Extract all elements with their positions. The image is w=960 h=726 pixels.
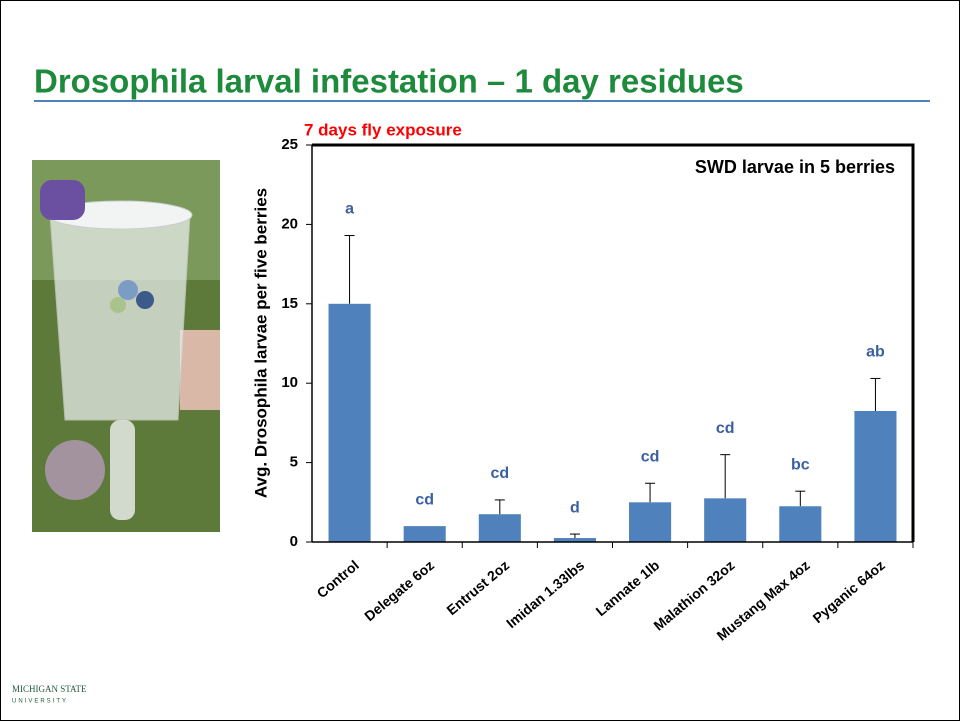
significance-letter: bc xyxy=(791,456,810,473)
slide: Drosophila larval infestation – 1 day re… xyxy=(0,0,960,721)
significance-letter: cd xyxy=(641,448,660,465)
y-tick-label: 15 xyxy=(281,295,298,312)
bar xyxy=(404,526,446,542)
photo xyxy=(32,160,220,532)
y-tick-label: 5 xyxy=(290,454,298,471)
bar xyxy=(704,498,746,542)
bar xyxy=(329,304,371,542)
y-tick-label: 20 xyxy=(281,215,298,232)
bar xyxy=(779,506,821,542)
bar xyxy=(854,411,896,542)
slide-title: Drosophila larval infestation – 1 day re… xyxy=(34,63,744,100)
y-axis-label: Avg. Drosophila larvae per five berries xyxy=(251,188,270,498)
y-tick-label: 25 xyxy=(281,136,298,153)
y-tick-label: 0 xyxy=(290,533,298,550)
bar xyxy=(479,514,521,542)
significance-letter: ab xyxy=(866,344,885,361)
logo-line2: UNIVERSITY xyxy=(12,699,68,705)
chart-subtitle: 7 days fly exposure xyxy=(304,120,462,139)
significance-letter: cd xyxy=(415,491,434,508)
bar xyxy=(629,502,671,542)
significance-letter: d xyxy=(570,499,580,516)
significance-letter: a xyxy=(345,201,354,218)
chart-annotation: SWD larvae in 5 berries xyxy=(695,157,895,177)
significance-letter: cd xyxy=(490,465,509,482)
logo-line1: MICHIGAN STATE xyxy=(12,684,87,694)
y-tick-label: 10 xyxy=(281,374,298,391)
significance-letter: cd xyxy=(716,420,735,437)
